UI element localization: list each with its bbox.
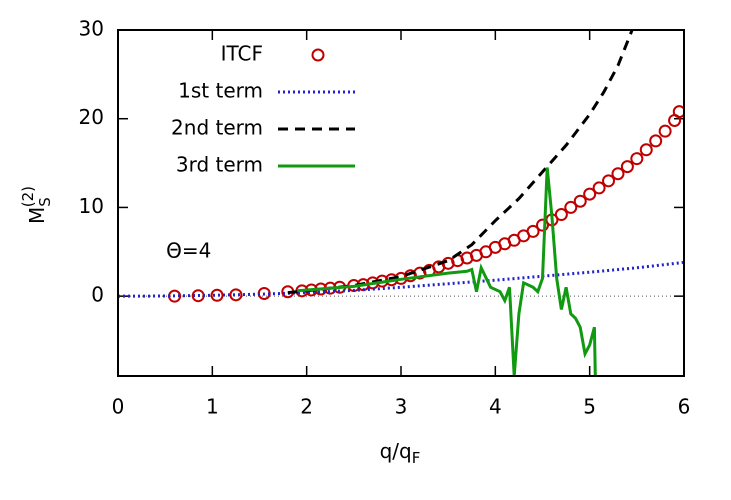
- plot-frame: [117, 29, 685, 377]
- itcf-point: [564, 200, 578, 214]
- x-axis-label: q/qF: [380, 439, 421, 467]
- itcf-point: [536, 218, 549, 232]
- itcf-point: [620, 160, 634, 174]
- itcf-point: [611, 167, 625, 181]
- itcf-point: [583, 187, 597, 201]
- y-tick-label: 10: [79, 194, 104, 218]
- x-tick-label: 0: [112, 395, 125, 419]
- x-label-base: q/q: [380, 439, 412, 463]
- legend-marker: [311, 48, 325, 62]
- x-tick-label: 3: [395, 395, 408, 419]
- y-label-base: M: [25, 207, 49, 224]
- itcf-point: [630, 152, 644, 166]
- y-tick-label: 30: [79, 17, 104, 41]
- plot-area: [118, 30, 684, 376]
- itcf-point: [573, 194, 587, 208]
- annotation: Θ=4: [166, 238, 211, 262]
- y-label-sub: S: [36, 197, 54, 207]
- x-tick-label: 2: [300, 395, 313, 419]
- itcf-point: [658, 124, 672, 138]
- x-label-sub: F: [412, 449, 421, 467]
- legend-label: ITCF: [221, 42, 263, 66]
- x-tick-label: 5: [583, 395, 596, 419]
- series-line: [297, 167, 597, 376]
- y-tick-label: 20: [79, 105, 104, 129]
- itcf-point: [649, 134, 663, 148]
- y-label-sup: (2): [19, 186, 37, 207]
- itcf-point: [526, 224, 540, 238]
- itcf-point: [592, 181, 606, 195]
- itcf-point: [554, 208, 568, 222]
- legend-label: 2nd term: [171, 116, 263, 140]
- itcf-point: [639, 143, 653, 157]
- x-tick-label: 1: [206, 395, 219, 419]
- itcf-point: [229, 288, 243, 302]
- x-tick-label: 4: [489, 395, 502, 419]
- legend-label: 1st term: [178, 79, 263, 103]
- series-line: [287, 30, 634, 295]
- itcf-point: [672, 105, 684, 119]
- itcf-point: [602, 174, 616, 188]
- legend-label: 3rd term: [176, 153, 263, 177]
- y-tick-label: 0: [91, 283, 104, 307]
- x-tick-label: 6: [678, 395, 691, 419]
- y-axis-label: MS(2): [19, 186, 54, 224]
- itcf-point: [210, 288, 224, 302]
